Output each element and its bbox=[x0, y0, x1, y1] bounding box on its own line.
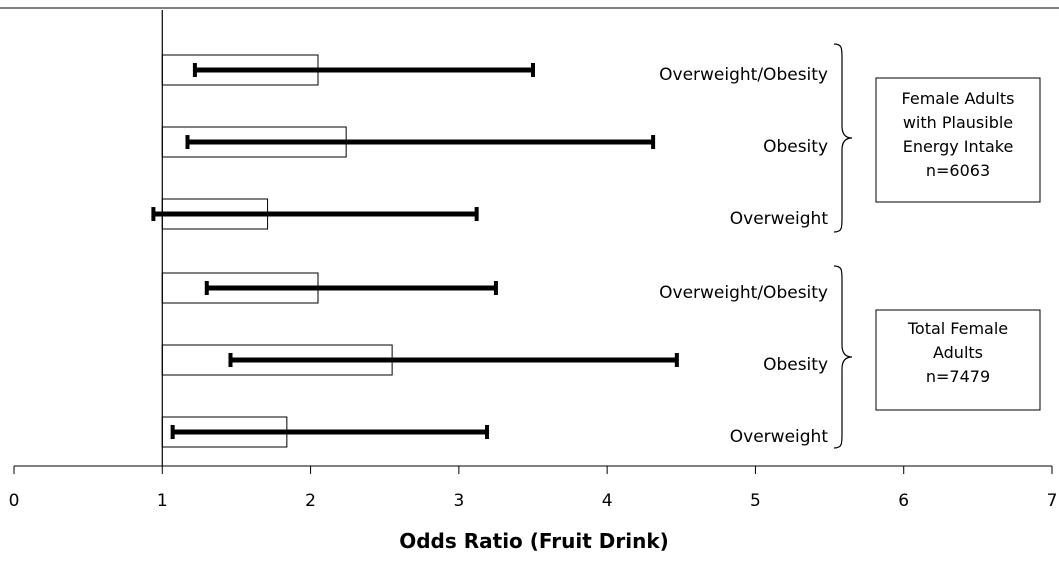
group-box-plausible bbox=[875, 77, 1041, 203]
x-axis-title: Odds Ratio (Fruit Drink) bbox=[399, 529, 669, 553]
bars-layer bbox=[161, 54, 393, 448]
group-brace-total bbox=[833, 265, 853, 449]
group-text-plausible-3: n=6063 bbox=[926, 161, 990, 180]
group-annotations: Female Adults with Plausible Energy Intake… bbox=[833, 43, 1041, 449]
category-label-5: Overweight bbox=[730, 427, 829, 447]
x-tick-label-1: 1 bbox=[157, 491, 168, 511]
x-tick-label-2: 2 bbox=[305, 491, 316, 511]
category-label-3: Overweight/Obesity bbox=[659, 283, 828, 303]
group-text-total-1: Adults bbox=[933, 343, 983, 362]
group-text-total-2: n=7479 bbox=[926, 367, 990, 386]
group-text-plausible-0: Female Adults bbox=[902, 89, 1015, 108]
x-tick-label-5: 5 bbox=[750, 491, 761, 511]
x-tick-label-3: 3 bbox=[453, 491, 464, 511]
group-text-plausible-2: Energy Intake bbox=[903, 137, 1014, 156]
category-label-1: Obesity bbox=[763, 137, 828, 157]
category-label-2: Overweight bbox=[730, 209, 829, 229]
x-tick-label-6: 6 bbox=[898, 491, 909, 511]
x-axis: 0 1 2 3 4 5 6 7 bbox=[9, 465, 1058, 511]
category-label-4: Obesity bbox=[763, 355, 828, 375]
error-bars-layer bbox=[151, 63, 679, 439]
group-brace-plausible bbox=[833, 43, 853, 233]
x-tick-label-7: 7 bbox=[1047, 491, 1058, 511]
group-text-plausible-1: with Plausible bbox=[903, 113, 1013, 132]
x-tick-label-0: 0 bbox=[9, 491, 20, 511]
category-label-0: Overweight/Obesity bbox=[659, 65, 828, 85]
group-text-total-0: Total Female bbox=[907, 319, 1008, 338]
group-box-total bbox=[875, 309, 1041, 411]
x-tick-label-4: 4 bbox=[602, 491, 613, 511]
category-labels: Overweight/Obesity Obesity Overweight Overw… bbox=[659, 65, 828, 447]
